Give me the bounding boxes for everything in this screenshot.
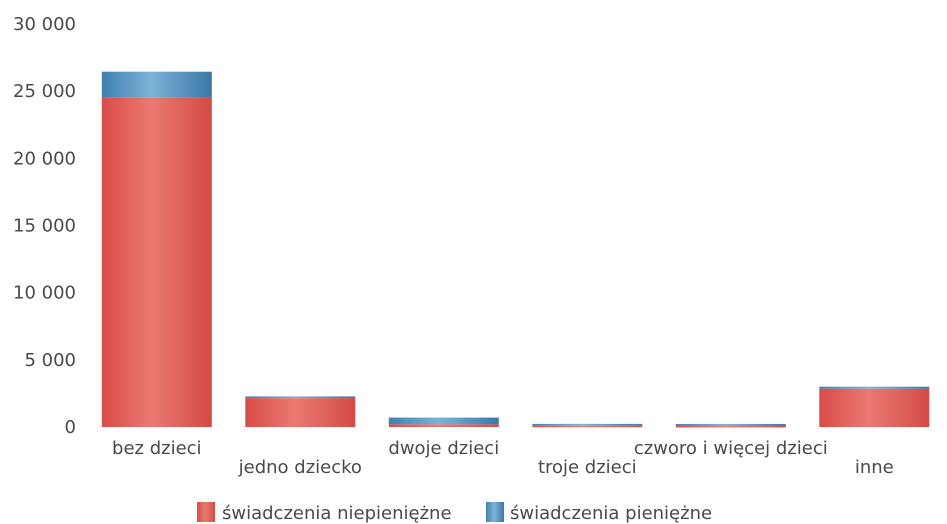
legend: świadczenia niepieniężne świadczenia pien… (197, 502, 712, 524)
bar-pieniezne (245, 396, 356, 399)
x-category-label: jedno dziecko (238, 457, 362, 478)
x-category-label: czworo i więcej dzieci (634, 438, 828, 459)
legend-swatch (197, 502, 215, 522)
bar-niepieniezne (675, 425, 786, 428)
x-category-label: dwoje dzieci (388, 438, 499, 459)
bar-pieniezne (101, 71, 212, 98)
legend-swatch (486, 502, 504, 522)
y-tick-label: 25 000 (13, 81, 76, 102)
bar-niepieniezne (388, 424, 499, 427)
y-tick-label: 10 000 (13, 283, 76, 304)
bars (101, 71, 930, 428)
bar-niepieniezne (819, 388, 930, 427)
bar-niepieniezne (101, 97, 212, 428)
y-tick-label: 30 000 (13, 14, 76, 35)
y-tick-label: 5 000 (24, 350, 76, 371)
y-tick-label: 20 000 (13, 148, 76, 169)
x-category-label: troje dzieci (538, 457, 637, 478)
y-tick-label: 0 (65, 417, 76, 438)
x-category-label: inne (855, 457, 894, 478)
bar-pieniezne (388, 417, 499, 425)
bar-pieniezne (675, 424, 786, 426)
legend-label: świadczenia pieniężne (510, 503, 712, 524)
x-axis: bez dzieci jedno dziecko dwoje dzieci troje… (112, 438, 894, 478)
bar-niepieniezne (532, 425, 643, 428)
legend-label: świadczenia niepieniężne (222, 503, 452, 524)
bar-pieniezne (819, 386, 930, 389)
y-axis: 30 000 25 000 20 000 15 000 10 000 5 000 0 (13, 14, 76, 438)
y-tick-label: 15 000 (13, 216, 76, 237)
bar-niepieniezne (245, 398, 356, 427)
bar-pieniezne (532, 423, 643, 426)
x-category-label: bez dzieci (112, 438, 202, 459)
